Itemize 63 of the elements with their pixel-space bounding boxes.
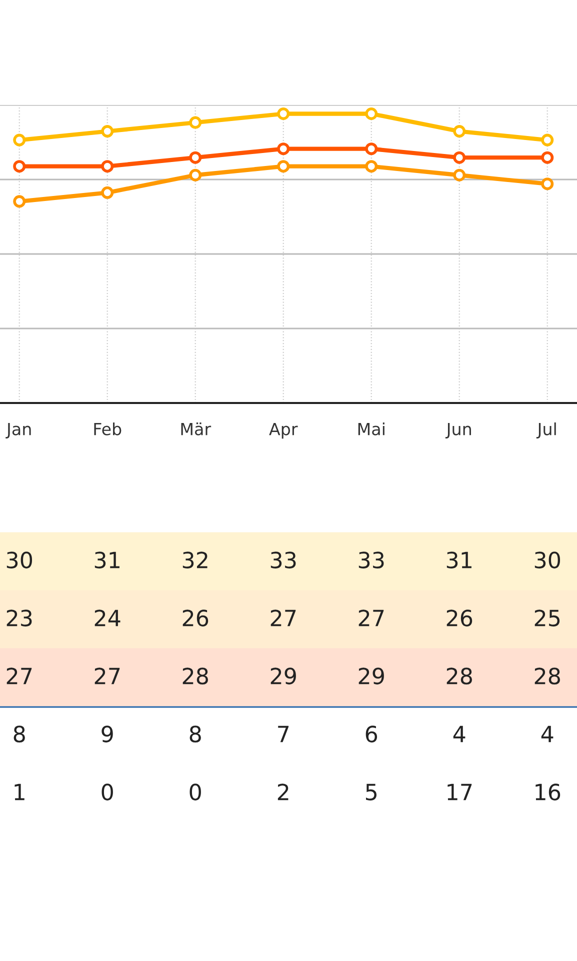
text: 8 (190, 726, 201, 742)
text: 7 (278, 726, 289, 742)
point (277, 108, 290, 120)
x-tick-label: Jun (445, 422, 471, 438)
text: 4 (541, 726, 554, 742)
x-tick-label: Feb (94, 422, 122, 436)
text: 6 (366, 726, 378, 742)
point (189, 168, 202, 182)
point (101, 186, 114, 199)
data-label: 27 (6, 668, 32, 684)
point (365, 160, 378, 173)
point (541, 151, 554, 164)
x-tick-label: Jan (6, 422, 31, 438)
data-label: 27 (270, 610, 296, 626)
point (541, 178, 554, 190)
point (453, 168, 466, 182)
x-tick-label: Apr (269, 422, 298, 439)
data-label: 28 (446, 668, 472, 684)
text: 0 (190, 784, 201, 800)
data-label: 29 (270, 668, 296, 684)
point (101, 125, 114, 138)
data-label: 26 (446, 610, 472, 626)
point (189, 151, 202, 164)
point (453, 125, 466, 138)
data-label: 23 (6, 610, 32, 626)
data-label: 31 (94, 552, 120, 568)
point (101, 160, 114, 173)
x-tick-label: Jul (536, 422, 556, 438)
data-label: 28 (534, 668, 560, 684)
point (13, 134, 26, 146)
data-label: 28 (182, 668, 208, 684)
data-label: 24 (94, 610, 120, 626)
text: 4 (453, 726, 466, 742)
data-label: 33 (270, 552, 296, 568)
x-tick-label: Mär (181, 422, 212, 436)
text: 1 (14, 784, 24, 800)
data-label: 30 (534, 552, 560, 568)
point (277, 160, 290, 173)
text: 16 (536, 784, 560, 800)
point (277, 142, 290, 156)
point (541, 134, 554, 146)
point (13, 195, 26, 208)
point (13, 160, 26, 173)
point (453, 151, 466, 164)
x-tick-label: Mai (358, 422, 384, 436)
text: 8 (14, 726, 25, 742)
data-label: 31 (446, 552, 472, 568)
data-label: 26 (182, 610, 208, 626)
data-label: 27 (94, 668, 120, 684)
data-label: 33 (358, 552, 384, 568)
text: 0 (102, 784, 113, 800)
text: 5 (366, 784, 376, 800)
text: 9 (102, 726, 113, 742)
text: 2 (278, 784, 288, 800)
data-label: 25 (534, 610, 560, 626)
data-label: 30 (6, 552, 32, 568)
text: 17 (448, 784, 472, 800)
point (365, 108, 378, 120)
data-label: 29 (358, 668, 384, 684)
point (365, 142, 378, 156)
data-label: 27 (358, 610, 384, 626)
data-label: 32 (182, 552, 208, 568)
point (189, 116, 202, 129)
